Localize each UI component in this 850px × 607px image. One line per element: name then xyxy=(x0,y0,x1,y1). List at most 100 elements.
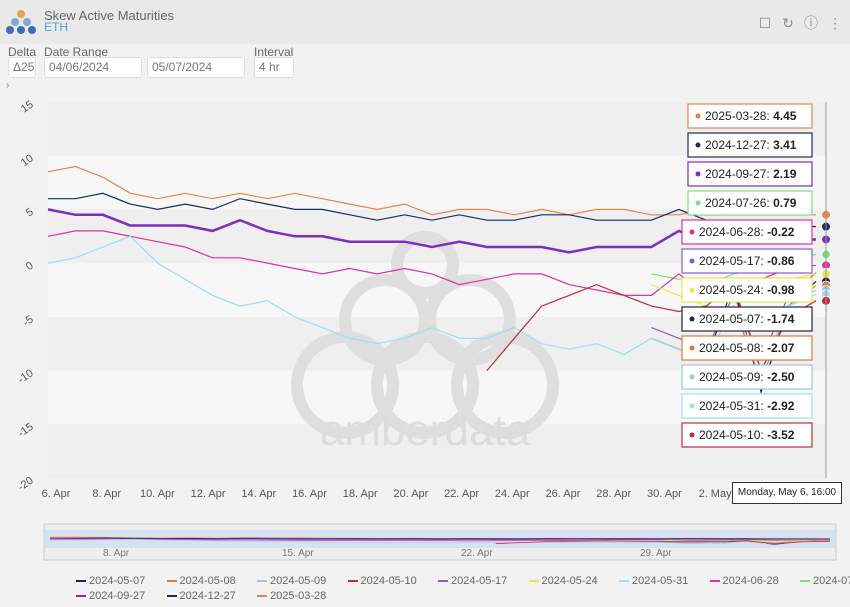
amberdata-logo-icon xyxy=(6,10,36,34)
asset-subtitle: ETH xyxy=(44,20,68,34)
legend-label: 2024-07-26 xyxy=(813,575,850,587)
x-tick-label: 6. Apr xyxy=(42,488,71,500)
legend-item[interactable]: 2024-05-09 xyxy=(257,575,326,587)
legend-swatch xyxy=(619,580,629,583)
tooltip-dot xyxy=(695,113,701,119)
tooltip-label-box xyxy=(681,364,813,390)
watermark-text: amberdata xyxy=(320,406,531,455)
tooltip-series-label: 2024-09-27: 2.19 xyxy=(705,167,797,181)
tooltip-series-label: 2025-03-28: 4.45 xyxy=(705,109,797,123)
tooltip-dot xyxy=(695,200,701,206)
tooltip-label-box xyxy=(687,103,813,129)
navigator-tick-label: 15. Apr xyxy=(282,548,314,559)
y-tick-label: 15 xyxy=(19,99,36,116)
tooltip-series-label: 2024-05-24: -0.98 xyxy=(699,283,795,297)
tooltip-dot xyxy=(689,374,695,380)
legend-item[interactable]: 2024-05-31 xyxy=(619,575,688,587)
x-tick-label: 20. Apr xyxy=(393,488,428,500)
start-date-input[interactable]: 04/06/2024 xyxy=(44,57,142,78)
x-tick-label: 18. Apr xyxy=(343,488,378,500)
info-icon[interactable]: ⓘ xyxy=(804,15,818,31)
date-range-label: Date Range xyxy=(44,45,109,59)
more-menu-icon[interactable]: ⋮ xyxy=(828,15,842,31)
tooltip-label-box xyxy=(681,306,813,332)
legend-item[interactable]: 2024-05-07 xyxy=(76,575,145,587)
navigator-tick-label: 29. Apr xyxy=(640,548,672,559)
page-title: Skew Active Maturities xyxy=(44,8,175,23)
legend-label: 2024-06-28 xyxy=(722,575,779,587)
delta-select[interactable]: Δ25 xyxy=(8,57,36,78)
tooltip-dot xyxy=(695,171,701,177)
tooltip-series-label: 2024-05-09: -2.50 xyxy=(699,370,795,384)
legend-swatch xyxy=(257,595,267,598)
legend-label: 2024-05-31 xyxy=(632,575,689,587)
time-tooltip: Monday, May 6, 16:00 xyxy=(732,482,842,504)
tooltip-dot xyxy=(689,316,695,322)
tooltip-label-box xyxy=(681,422,813,448)
tooltip-label-box xyxy=(681,248,813,274)
legend-label: 2024-12-27 xyxy=(179,590,236,602)
tooltip-label-box xyxy=(681,335,813,361)
tooltip-series-label: 2024-12-27: 3.41 xyxy=(705,138,797,152)
chevron-right-icon[interactable]: › xyxy=(6,80,10,91)
tooltip-dot xyxy=(689,287,695,293)
tooltip-series-label: 2024-05-10: -3.52 xyxy=(699,428,795,442)
legend-item[interactable]: 2024-12-27 xyxy=(166,590,236,602)
navigator-line xyxy=(50,537,831,540)
y-tick-label: -10 xyxy=(16,367,36,386)
tooltip-label-box xyxy=(687,132,813,158)
legend-label: 2024-05-09 xyxy=(270,575,327,587)
legend-label: 2024-05-08 xyxy=(179,575,236,587)
tooltip-label-box xyxy=(687,190,813,216)
x-tick-label: 24. Apr xyxy=(495,488,530,500)
x-tick-label: 26. Apr xyxy=(546,488,581,500)
legend-item[interactable]: 2024-05-10 xyxy=(347,575,417,587)
tooltip-label-box xyxy=(681,393,813,419)
bookmark-icon[interactable]: ☐ xyxy=(758,15,772,31)
x-tick-label: 22. Apr xyxy=(444,488,479,500)
tooltip-dot xyxy=(695,142,701,148)
tooltip-series-label: 2024-05-08: -2.07 xyxy=(699,341,795,355)
y-tick-label: 10 xyxy=(19,152,36,169)
tooltip-series-label: 2024-05-07: -1.74 xyxy=(699,312,795,326)
navigator-line xyxy=(49,538,830,541)
legend-item[interactable]: 2024-07-26 xyxy=(800,575,850,587)
navigator-tick-label: 22. Apr xyxy=(461,548,493,559)
legend-label: 2024-05-17 xyxy=(451,575,508,587)
legend-item[interactable]: 2024-06-28 xyxy=(709,575,779,587)
legend-item[interactable]: 2025-03-28 xyxy=(257,590,326,602)
y-tick-label: -5 xyxy=(21,313,36,328)
tooltip-series-label: 2024-06-28: -0.22 xyxy=(699,225,795,239)
tooltip-dot xyxy=(689,432,695,438)
x-tick-label: 10. Apr xyxy=(140,488,175,500)
legend-swatch xyxy=(800,580,810,583)
legend-swatch xyxy=(709,580,720,583)
y-tick-label: 0 xyxy=(24,260,36,273)
legend-swatch xyxy=(76,580,86,583)
legend-label: 2024-05-10 xyxy=(360,575,417,587)
legend-item[interactable]: 2024-05-17 xyxy=(438,575,507,587)
legend-label: 2024-05-24 xyxy=(541,575,598,587)
interval-select[interactable]: 4 hr xyxy=(254,57,294,78)
legend-item[interactable]: 2024-05-08 xyxy=(166,575,236,587)
x-tick-label: 8. Apr xyxy=(92,488,121,500)
legend-swatch xyxy=(347,580,358,583)
legend-swatch xyxy=(257,580,267,583)
x-tick-label: 28. Apr xyxy=(596,488,631,500)
legend-swatch xyxy=(166,595,177,598)
tooltip-label-box xyxy=(681,219,813,245)
y-tick-label: -15 xyxy=(16,421,36,440)
legend-swatch xyxy=(166,580,177,583)
x-tick-label: 30. Apr xyxy=(647,488,682,500)
tooltip-series-label: 2024-07-26: 0.79 xyxy=(705,196,797,210)
x-tick-label: 14. Apr xyxy=(241,488,276,500)
legend-item[interactable]: 2024-09-27 xyxy=(76,590,145,602)
navigator-line xyxy=(49,538,831,545)
x-tick-label: 12. Apr xyxy=(191,488,226,500)
x-tick-label: 16. Apr xyxy=(292,488,327,500)
interval-label: Interval xyxy=(254,45,294,59)
end-date-input[interactable]: 05/07/2024 xyxy=(147,57,245,78)
refresh-icon[interactable]: ↻ xyxy=(782,15,794,31)
legend-item[interactable]: 2024-05-24 xyxy=(528,575,598,587)
